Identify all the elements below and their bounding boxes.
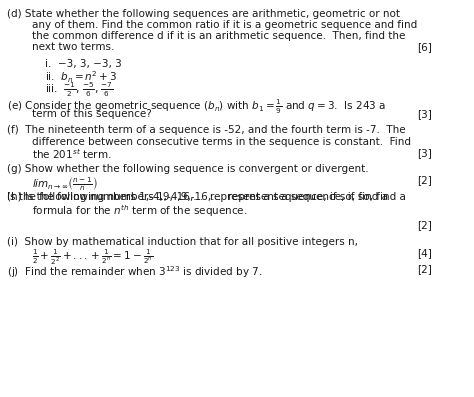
Text: term of this sequence?: term of this sequence? — [32, 109, 152, 119]
Text: formula for the $n^{th}$ term of the sequence.: formula for the $n^{th}$ term of the seq… — [32, 203, 248, 219]
Text: difference between consecutive terms in the sequence is constant.  Find: difference between consecutive terms in … — [32, 137, 411, 146]
Text: the common difference d if it is an arithmetic sequence.  Then, find the: the common difference d if it is an arit… — [32, 31, 406, 41]
Text: any of them. Find the common ratio if it is a geometric sequence and find: any of them. Find the common ratio if it… — [32, 20, 418, 30]
Text: (d) State whether the following sequences are arithmetic, geometric or not: (d) State whether the following sequence… — [7, 9, 400, 19]
Text: [2]: [2] — [417, 264, 432, 274]
Text: (f)  The nineteenth term of a sequence is -52, and the fourth term is -7.  The: (f) The nineteenth term of a sequence is… — [7, 125, 406, 135]
Text: i.  −3, 3, −3, 3: i. −3, 3, −3, 3 — [45, 59, 122, 69]
Text: [2]: [2] — [417, 220, 432, 230]
Text: [3]: [3] — [417, 148, 432, 158]
Text: [3]: [3] — [417, 109, 432, 119]
Text: $\frac{1}{2} + \frac{1}{2^2} + ... + \frac{1}{2^n} = 1 - \frac{1}{2^n}$: $\frac{1}{2} + \frac{1}{2^2} + ... + \fr… — [32, 248, 154, 268]
Text: (j)  Find the remainder when $3^{123}$ is divided by 7.: (j) Find the remainder when $3^{123}$ is… — [7, 264, 263, 280]
Text: [6]: [6] — [417, 42, 432, 52]
Text: the 201$^{st}$ term.: the 201$^{st}$ term. — [32, 148, 112, 162]
Text: ii.  $b_n = n^2 + 3$: ii. $b_n = n^2 + 3$ — [45, 70, 118, 85]
Text: [4]: [4] — [417, 248, 432, 258]
Text: next two terms.: next two terms. — [32, 42, 115, 52]
Text: $lim_{n\rightarrow\infty}\left(\frac{n-1}{n}\right)$: $lim_{n\rightarrow\infty}\left(\frac{n-1… — [32, 175, 98, 193]
Text: Is the following numbers 1,-4,9,-16,...  represent a sequence, if so, find a: Is the following numbers 1,-4,9,-16,... … — [7, 192, 388, 202]
Text: (e) Consider the geometric sequence $(b_n)$ with $b_1 = \frac{1}{9}$ and $q = 3$: (e) Consider the geometric sequence $(b_… — [7, 98, 386, 116]
Text: iii.  $\frac{-1}{2}$, $\frac{-5}{6}$, $\frac{-7}{6}$: iii. $\frac{-1}{2}$, $\frac{-5}{6}$, $\f… — [45, 81, 113, 99]
Text: (h) Is the following numbers 1,-4,9,-16,...  represent a sequence, if so, find a: (h) Is the following numbers 1,-4,9,-16,… — [7, 192, 406, 202]
Text: (g) Show whether the following sequence is convergent or divergent.: (g) Show whether the following sequence … — [7, 164, 369, 174]
Text: [2]: [2] — [417, 175, 432, 185]
Text: (i)  Show by mathematical induction that for all positive integers n,: (i) Show by mathematical induction that … — [7, 237, 358, 247]
